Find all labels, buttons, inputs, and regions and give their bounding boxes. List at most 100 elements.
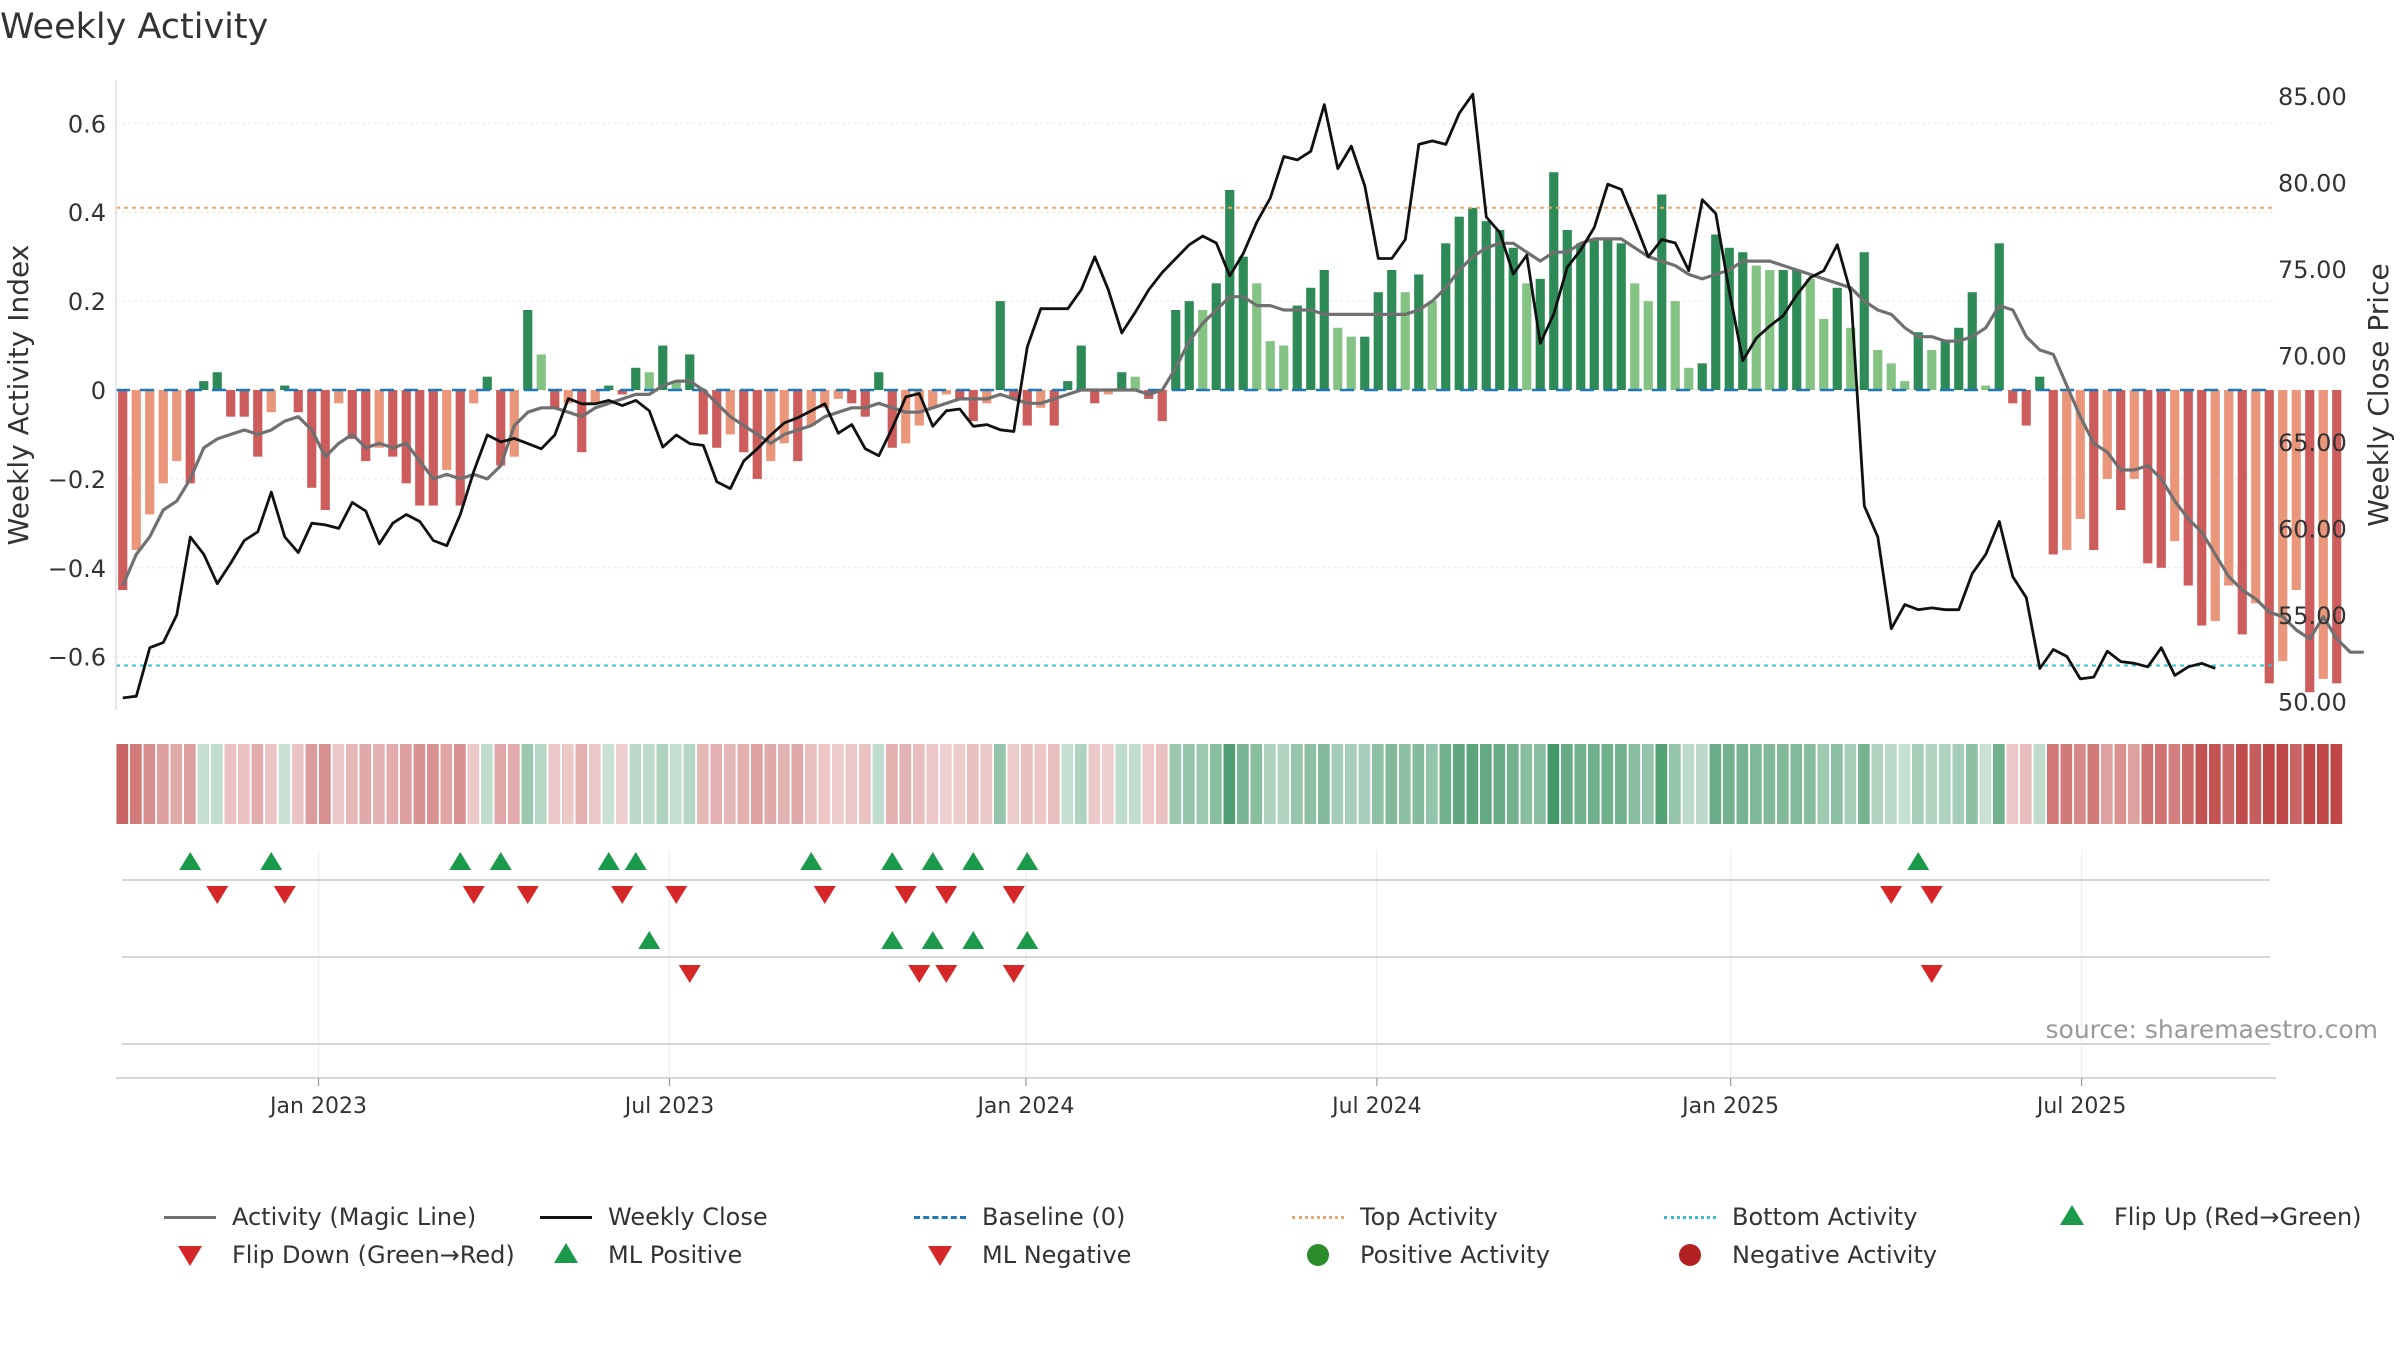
activity-bar bbox=[982, 390, 992, 404]
flip-markers bbox=[179, 852, 1943, 983]
heat-cell bbox=[2006, 744, 2019, 824]
activity-bar bbox=[1387, 270, 1397, 390]
heat-cell bbox=[980, 744, 993, 824]
activity-bar bbox=[361, 390, 371, 462]
heat-cell bbox=[1696, 744, 1708, 824]
heat-cell bbox=[1399, 744, 1411, 824]
heat-cell bbox=[1453, 744, 1465, 824]
heat-cell bbox=[211, 744, 223, 824]
heat-cell bbox=[1790, 744, 1803, 824]
activity-bar bbox=[550, 390, 560, 408]
activity-bar bbox=[739, 390, 749, 453]
activity-bar bbox=[1157, 390, 1167, 422]
activity-bar bbox=[793, 390, 803, 462]
activity-bar bbox=[1805, 278, 1815, 390]
heat-cell bbox=[265, 744, 277, 824]
heat-cell bbox=[589, 744, 601, 824]
activity-bar bbox=[847, 390, 857, 404]
heat-cell bbox=[1574, 744, 1587, 824]
heat-cell bbox=[616, 744, 628, 824]
flip-down-marker bbox=[935, 886, 958, 904]
activity-bar bbox=[1603, 238, 1613, 390]
activity-bar bbox=[185, 390, 195, 484]
heat-cell bbox=[130, 744, 142, 824]
triangle-down-icon bbox=[910, 1240, 970, 1270]
activity-bar bbox=[2129, 390, 2139, 479]
legend-item: ML Negative bbox=[910, 1238, 1131, 1272]
activity-bar bbox=[658, 345, 668, 390]
activity-bar bbox=[1238, 256, 1248, 390]
heat-cell bbox=[2330, 744, 2343, 824]
heat-cell bbox=[1898, 744, 1911, 824]
flip-up-marker bbox=[800, 852, 823, 870]
dot-icon bbox=[1660, 1240, 1720, 1270]
activity-bar bbox=[2021, 390, 2031, 426]
heat-cell bbox=[1871, 744, 1884, 824]
legend-item: Top Activity bbox=[1288, 1200, 1498, 1234]
heat-cell bbox=[1426, 744, 1438, 824]
activity-bar bbox=[1373, 292, 1383, 390]
heat-cell bbox=[602, 744, 615, 824]
activity-bar bbox=[1454, 216, 1464, 390]
activity-bar bbox=[212, 372, 222, 390]
activity-bar bbox=[1009, 390, 1019, 399]
heat-cell bbox=[1264, 744, 1276, 824]
heat-cell bbox=[832, 744, 844, 824]
y-left-tick-label: 0 bbox=[91, 377, 106, 405]
x-tick-label: Jul 2023 bbox=[623, 1094, 715, 1119]
heat-cell bbox=[1210, 744, 1222, 824]
activity-bar bbox=[1319, 270, 1329, 390]
heat-cell bbox=[413, 744, 426, 824]
activity-bar bbox=[536, 354, 546, 390]
heat-cell bbox=[656, 744, 669, 824]
heat-cell bbox=[1021, 744, 1033, 824]
legend-label: Weekly Close bbox=[608, 1203, 768, 1231]
activity-bar bbox=[2170, 390, 2180, 542]
activity-bar bbox=[2116, 390, 2126, 510]
heat-cell bbox=[386, 744, 399, 824]
heat-cell bbox=[1493, 744, 1506, 824]
activity-bar bbox=[1090, 390, 1100, 404]
activity-bar bbox=[2318, 390, 2328, 679]
activity-bar bbox=[2062, 390, 2072, 550]
flip-up-marker bbox=[179, 852, 202, 870]
heat-cell bbox=[2290, 744, 2302, 824]
activity-bar bbox=[2264, 390, 2274, 684]
legend-item: Baseline (0) bbox=[910, 1200, 1125, 1234]
heat-cell bbox=[1102, 744, 1114, 824]
activity-bar bbox=[1252, 283, 1262, 390]
activity-bar bbox=[1792, 270, 1802, 390]
activity-bar bbox=[1481, 221, 1491, 390]
activity-bar bbox=[2008, 390, 2018, 404]
activity-bar bbox=[1346, 336, 1356, 390]
activity-bar bbox=[563, 390, 573, 404]
activity-bar bbox=[712, 390, 722, 448]
heat-cell bbox=[1736, 744, 1749, 824]
heat-cell bbox=[1061, 744, 1074, 824]
flip-up-marker bbox=[449, 852, 472, 870]
gridlines bbox=[116, 122, 2276, 1078]
activity-bar bbox=[1522, 283, 1532, 390]
heat-cell bbox=[1466, 744, 1479, 824]
activity-bar bbox=[1495, 230, 1505, 390]
heat-cell bbox=[1520, 744, 1533, 824]
activity-bar bbox=[2102, 390, 2112, 479]
x-tick-label: Jan 2024 bbox=[975, 1094, 1074, 1119]
activity-bar bbox=[307, 390, 317, 488]
activity-bar bbox=[401, 390, 411, 484]
activity-bar bbox=[2237, 390, 2247, 635]
activity-bar bbox=[131, 390, 141, 550]
activity-bar bbox=[995, 301, 1005, 390]
activity-bar bbox=[1778, 270, 1788, 390]
activity-bars bbox=[118, 172, 2342, 693]
y-axis-right-label: Weekly Close Price bbox=[2362, 263, 2395, 526]
legend-label: Top Activity bbox=[1360, 1203, 1498, 1231]
activity-bar bbox=[1049, 390, 1059, 426]
y-left-tick-label: 0.2 bbox=[68, 288, 106, 316]
activity-bar bbox=[631, 367, 641, 390]
activity-bar bbox=[590, 390, 600, 404]
activity-bar bbox=[347, 390, 357, 439]
flip-down-marker bbox=[611, 886, 634, 904]
activity-bar bbox=[1022, 390, 1032, 426]
heat-cell bbox=[2182, 744, 2194, 824]
